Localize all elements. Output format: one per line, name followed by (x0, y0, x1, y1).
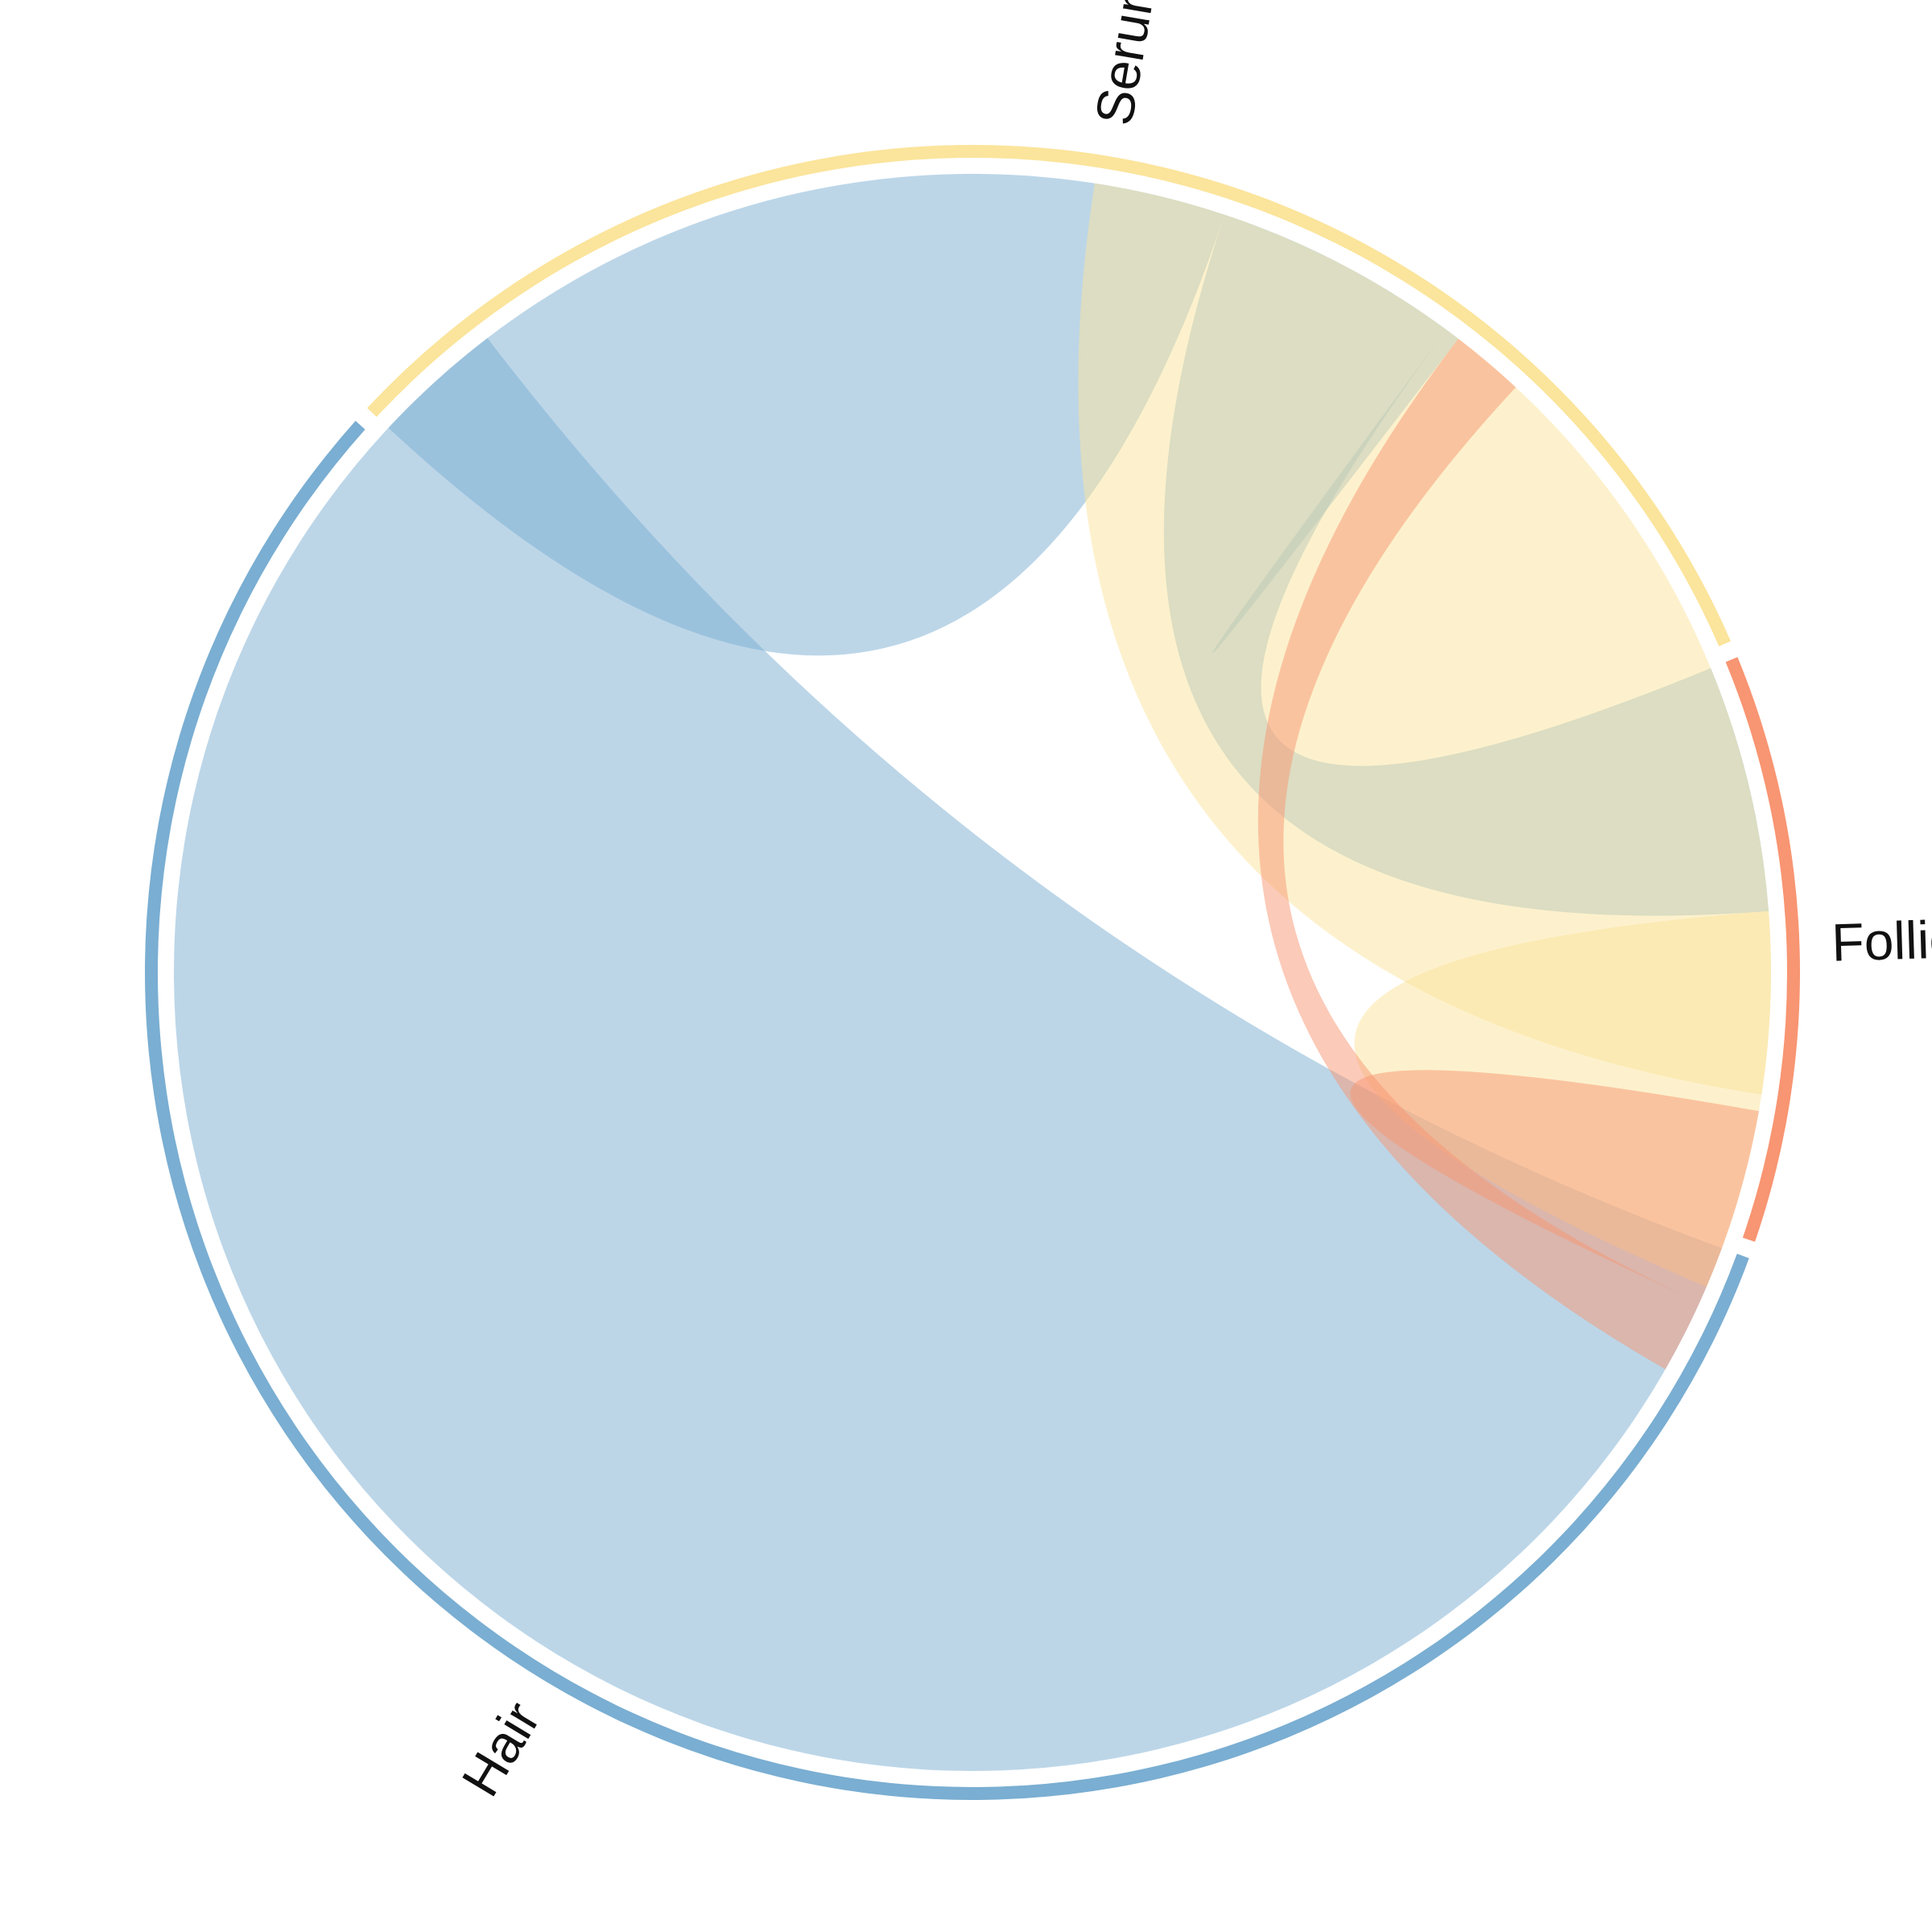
group-label-follicular-fluid: Follicular Fluid (1831, 902, 1932, 972)
group-arc-follicular-fluid (1725, 657, 1800, 1242)
ribbon-serum-to-serum (1078, 183, 1771, 1095)
group-arcs-layer (145, 145, 1800, 1800)
ribbon-follicular-fluid-to-follicular-fluid (1350, 1070, 1759, 1302)
group-arc-serum (367, 145, 1732, 646)
ribbon-hair-to-serum (388, 173, 1225, 656)
group-label-serum: Serum (1084, 0, 1169, 130)
ribbon-hair-to-hair (174, 337, 1722, 1771)
ribbon-follicular-fluid-to-hair (1257, 338, 1700, 1369)
ribbons-layer (174, 173, 1772, 1771)
group-label-hair: Hair (450, 1692, 551, 1806)
